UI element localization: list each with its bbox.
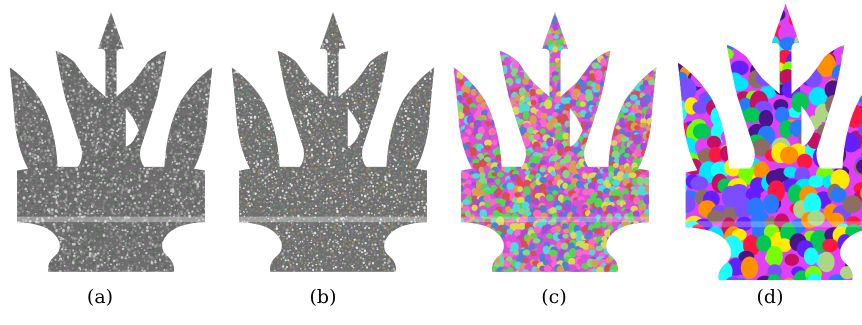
caption-a: (a) xyxy=(86,286,114,308)
trident-mesh-image-b xyxy=(231,12,435,272)
mesh-panel-c xyxy=(450,0,660,284)
mesh-panel-b xyxy=(228,0,438,284)
trident-mesh-image-c xyxy=(453,12,657,272)
mesh-panel-a xyxy=(6,0,216,284)
mesh-panel-d xyxy=(674,0,862,284)
caption-d: (d) xyxy=(756,286,784,308)
trident-mesh-image-d xyxy=(677,3,862,281)
caption-b: (b) xyxy=(309,286,337,308)
trident-mesh-image-a xyxy=(9,12,213,272)
caption-c: (c) xyxy=(541,286,567,308)
